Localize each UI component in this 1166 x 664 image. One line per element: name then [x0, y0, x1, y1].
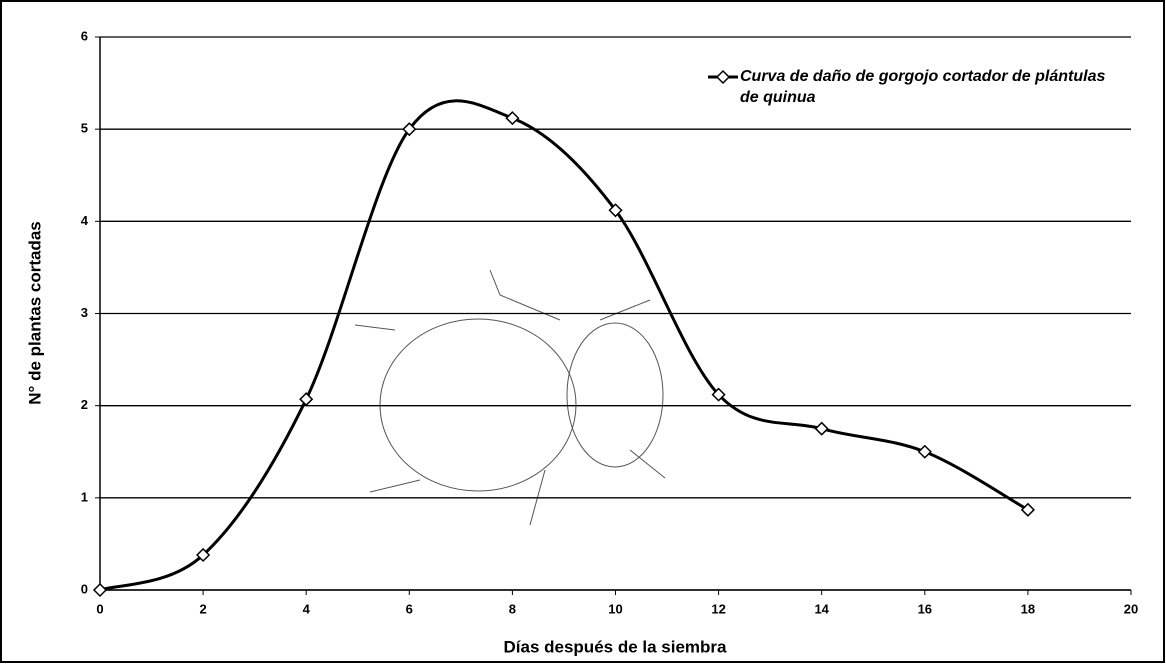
x-tick-label: 16	[918, 601, 932, 616]
y-tick-label: 6	[81, 28, 88, 43]
x-axis-title: Días después de la siembra	[504, 637, 728, 656]
data-point	[814, 421, 829, 436]
series-line	[99, 99, 1029, 592]
data-point	[505, 111, 520, 126]
data-point	[299, 392, 314, 407]
data-point	[608, 203, 623, 218]
legend-label: Curva de daño de gorgojo cortador de plá…	[740, 68, 1106, 106]
y-tick-label: 0	[81, 581, 88, 596]
beetle-sketch	[354, 269, 666, 526]
x-tick-label: 14	[814, 601, 829, 616]
x-tick-label: 0	[96, 601, 103, 616]
x-tick-label: 18	[1021, 601, 1035, 616]
x-tick-label: 12	[711, 601, 725, 616]
data-point	[402, 122, 417, 137]
x-tick-label: 6	[406, 601, 413, 616]
y-axis-title: N° de plantas cortadas	[25, 221, 44, 404]
x-tick-label: 4	[303, 601, 311, 616]
data-point	[1020, 502, 1035, 517]
x-tick-label: 2	[199, 601, 206, 616]
y-tick-label: 4	[81, 213, 89, 228]
legend-symbol	[708, 69, 738, 85]
data-point	[711, 387, 726, 402]
data-point	[196, 547, 211, 563]
y-tick-label: 3	[81, 305, 88, 320]
x-tick-label: 20	[1124, 601, 1138, 616]
data-point	[92, 582, 108, 598]
data-point	[917, 444, 932, 459]
y-tick-label: 1	[81, 489, 88, 504]
y-tick-label: 2	[81, 397, 88, 412]
x-tick-label: 10	[608, 601, 622, 616]
y-tick-label: 5	[81, 121, 88, 136]
x-tick-label: 8	[509, 601, 516, 616]
legend: Curva de daño de gorgojo cortador de plá…	[706, 66, 1126, 108]
